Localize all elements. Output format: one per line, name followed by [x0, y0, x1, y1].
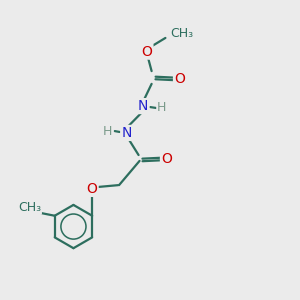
Text: N: N: [138, 99, 148, 113]
Text: H: H: [157, 101, 167, 115]
Text: H: H: [103, 124, 112, 138]
Text: CH₃: CH₃: [18, 201, 41, 214]
Text: N: N: [121, 126, 132, 140]
Text: CH₃: CH₃: [170, 26, 194, 40]
Text: O: O: [142, 45, 152, 58]
Text: O: O: [87, 182, 98, 196]
Text: O: O: [174, 72, 185, 86]
Text: O: O: [161, 152, 172, 166]
